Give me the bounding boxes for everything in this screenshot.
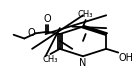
Text: O: O bbox=[27, 28, 35, 38]
Text: CH₃: CH₃ bbox=[42, 55, 58, 64]
Text: O: O bbox=[43, 14, 51, 24]
Text: OH: OH bbox=[119, 53, 134, 63]
Text: N: N bbox=[79, 58, 87, 68]
Text: CH₃: CH₃ bbox=[78, 10, 93, 19]
